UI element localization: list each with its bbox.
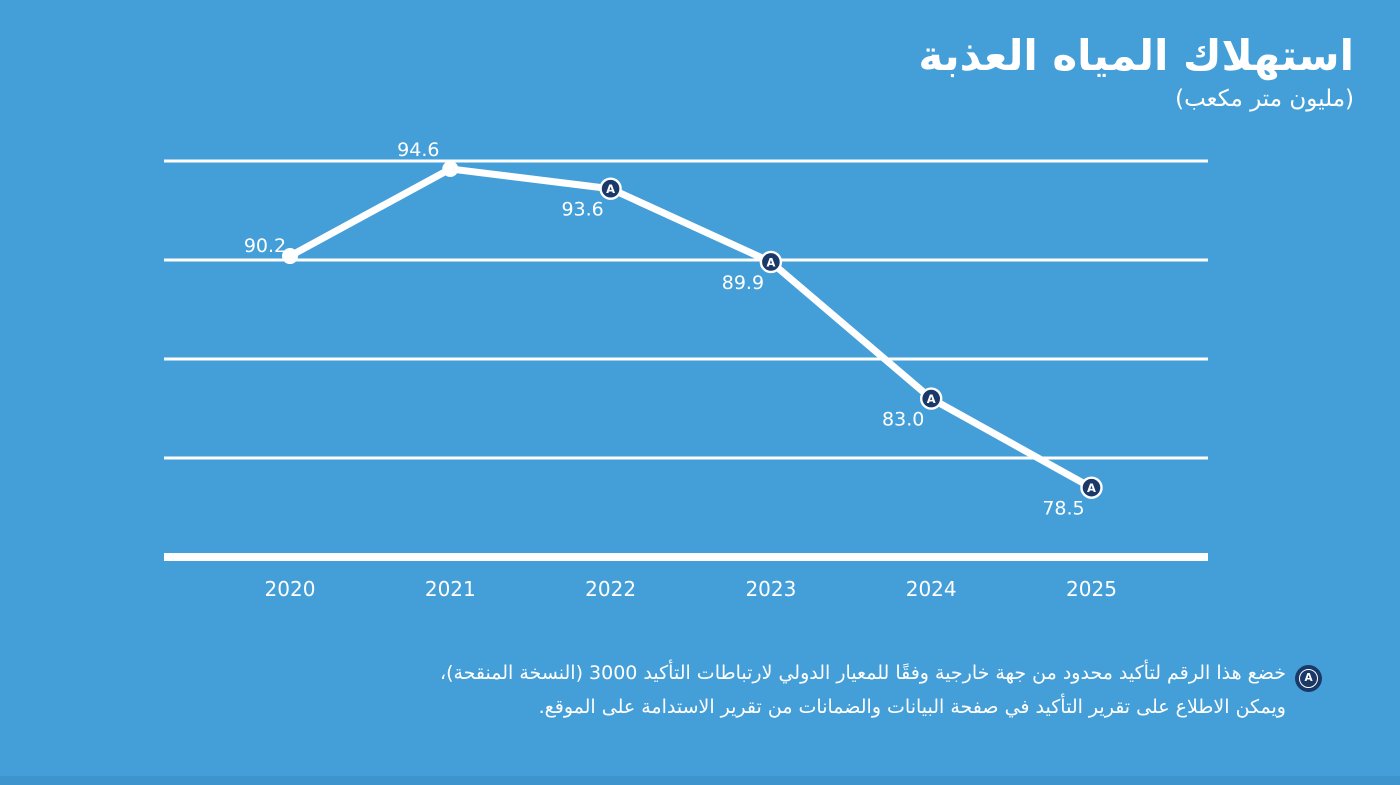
footnote-line-1: خضع هذا الرقم لتأكيد محدود من جهة خارجية… (439, 662, 1286, 684)
assured-data-point: A (599, 177, 622, 200)
assured-data-point: A (920, 387, 943, 410)
assured-data-point: A (1080, 476, 1103, 499)
assurance-badge-marker (759, 250, 783, 274)
data-point-label: 78.5 (1042, 498, 1084, 520)
assurance-badge-ring: A (1299, 669, 1318, 688)
assurance-badge-marker (599, 177, 622, 200)
footer-strip (0, 776, 1400, 785)
data-point (282, 248, 298, 265)
x-axis-label: 2022 (585, 577, 636, 601)
assurance-badge-marker (1080, 476, 1103, 499)
data-point-label: 90.2 (244, 235, 286, 257)
chart-header: استهلاك المياه العذبة (مليون متر مكعب) (918, 30, 1354, 112)
footnote-line-2: ويمكن الاطلاع على تقرير التأكيد في صفحة … (538, 696, 1286, 718)
data-point-label: 89.9 (722, 272, 764, 294)
data-point-label: 94.6 (397, 139, 439, 161)
assurance-badge-letter: A (1304, 672, 1313, 685)
assurance-footnote: A خضع هذا الرقم لتأكيد محدود من جهة خارج… (440, 656, 1322, 724)
assurance-badge-marker-letter: A (927, 392, 936, 406)
consumption-trend-line (286, 165, 1095, 492)
assured-data-point: A (759, 250, 783, 274)
x-axis-label: 2021 (425, 577, 476, 601)
assurance-badge-marker (920, 387, 943, 410)
chart-subtitle: (مليون متر مكعب) (1175, 85, 1354, 112)
chart-title: استهلاك المياه العذبة (918, 31, 1354, 80)
assurance-badge: A (1295, 665, 1322, 692)
data-point-label: 83.0 (882, 409, 924, 431)
data-point-label: 93.6 (561, 199, 603, 221)
x-axis-label: 2020 (265, 577, 316, 601)
x-axis-label: 2024 (906, 577, 957, 601)
assurance-badge-marker-letter: A (1087, 481, 1096, 495)
x-axis-label: 2023 (745, 577, 796, 601)
assurance-badge-marker-letter: A (766, 255, 775, 269)
data-point (442, 160, 459, 177)
x-axis-label: 2025 (1066, 577, 1117, 601)
footnote-text: خضع هذا الرقم لتأكيد محدود من جهة خارجية… (440, 656, 1286, 724)
assurance-badge-marker-letter: A (606, 182, 615, 196)
